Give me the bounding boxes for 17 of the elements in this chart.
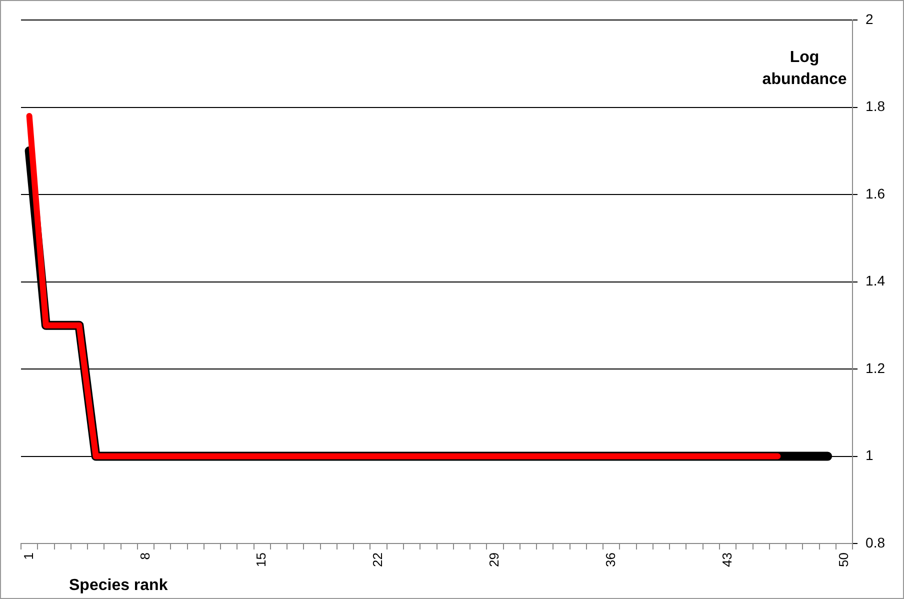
y-tick-label: 2 xyxy=(866,10,874,27)
y-axis-title: Log abundance xyxy=(762,49,847,88)
x-axis-title: Species rank xyxy=(69,577,168,594)
x-tick-label: 50 xyxy=(836,552,851,568)
y-tick-label: 1.2 xyxy=(866,360,886,376)
y-tick-label: 1 xyxy=(866,447,874,464)
x-tick-label: 43 xyxy=(719,552,734,568)
x-tick-label: 15 xyxy=(254,552,269,568)
x-tick-label: 8 xyxy=(137,552,152,560)
y-tick-label: 1.6 xyxy=(866,185,886,202)
x-tick-label: 36 xyxy=(602,552,618,568)
x-tick-label: 29 xyxy=(486,552,502,568)
x-tick-label: 22 xyxy=(370,552,386,568)
y-tick-label: 1.8 xyxy=(866,98,886,114)
y-tick-label: 1.4 xyxy=(866,272,886,289)
y-tick-label: 0.8 xyxy=(866,534,886,550)
x-tick-label: 1 xyxy=(20,552,36,560)
